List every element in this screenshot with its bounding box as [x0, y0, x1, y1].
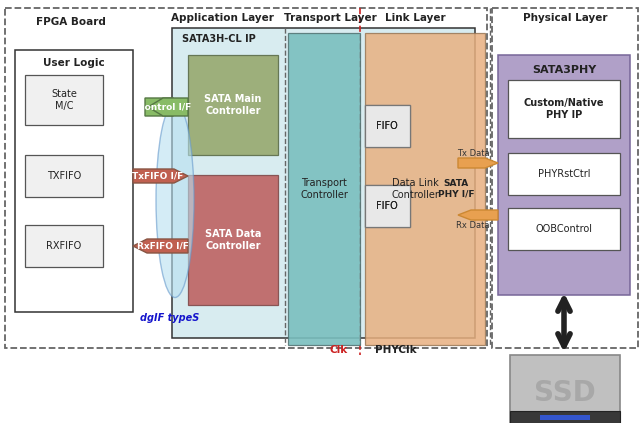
FancyArrow shape: [133, 239, 188, 253]
Text: Tx Data: Tx Data: [457, 148, 489, 157]
Bar: [508, 80, 620, 138]
Bar: [188, 175, 278, 305]
Text: Link Layer: Link Layer: [384, 13, 445, 23]
Text: PHYRstCtrl: PHYRstCtrl: [538, 169, 591, 179]
Bar: [510, 411, 620, 423]
Bar: [508, 208, 620, 250]
Bar: [510, 355, 620, 423]
Text: FIFO: FIFO: [376, 121, 398, 131]
Bar: [540, 415, 590, 420]
FancyArrow shape: [458, 158, 498, 168]
Text: SATA Main
Controller: SATA Main Controller: [204, 94, 261, 116]
Text: SATA3PHY: SATA3PHY: [532, 65, 596, 75]
FancyArrow shape: [145, 98, 185, 116]
Text: State
M/C: State M/C: [51, 89, 77, 111]
Text: RxFIFO I/F: RxFIFO I/F: [137, 242, 189, 250]
Text: Physical Layer: Physical Layer: [523, 13, 607, 23]
Text: SSD: SSD: [534, 379, 596, 407]
Text: Application Layer: Application Layer: [171, 13, 274, 23]
Text: Transport Layer: Transport Layer: [283, 13, 376, 23]
Text: TxFIFO I/F: TxFIFO I/F: [133, 171, 184, 181]
Bar: [365, 105, 410, 147]
Text: FPGA Board: FPGA Board: [36, 17, 106, 27]
Bar: [25, 155, 103, 197]
Bar: [15, 50, 133, 312]
FancyArrow shape: [458, 210, 498, 220]
FancyArrow shape: [148, 98, 188, 116]
Text: Clk: Clk: [330, 345, 348, 355]
Text: OOBControl: OOBControl: [536, 224, 592, 234]
Text: Rx Data: Rx Data: [456, 220, 489, 230]
Bar: [25, 75, 103, 125]
Bar: [188, 55, 278, 155]
Bar: [5, 8, 487, 348]
Bar: [508, 153, 620, 195]
Bar: [365, 185, 410, 227]
Bar: [172, 28, 475, 338]
Text: Custom/Native
PHY IP: Custom/Native PHY IP: [524, 98, 604, 120]
Bar: [492, 8, 638, 348]
Text: RXFIFO: RXFIFO: [46, 241, 82, 251]
Text: SATA3H-CL IP: SATA3H-CL IP: [182, 34, 256, 44]
Text: Data Link
Controller: Data Link Controller: [391, 178, 439, 200]
Text: Transport
Controller: Transport Controller: [300, 178, 348, 200]
Text: SATA Data
Controller: SATA Data Controller: [205, 229, 261, 251]
Text: FIFO: FIFO: [376, 201, 398, 211]
Text: dgIF typeS: dgIF typeS: [140, 313, 200, 323]
Bar: [365, 185, 410, 227]
FancyArrow shape: [133, 169, 188, 183]
Bar: [498, 55, 630, 295]
Ellipse shape: [156, 102, 194, 297]
Bar: [365, 105, 410, 147]
Text: FIFO: FIFO: [376, 121, 398, 131]
Text: PHYClk: PHYClk: [375, 345, 417, 355]
Bar: [288, 33, 360, 345]
Text: Control I/F: Control I/F: [138, 102, 192, 112]
Text: User Logic: User Logic: [43, 58, 105, 68]
Bar: [365, 33, 485, 345]
Text: FIFO: FIFO: [376, 201, 398, 211]
Text: TXFIFO: TXFIFO: [47, 171, 81, 181]
Text: SATA
PHY I/F: SATA PHY I/F: [438, 179, 474, 199]
Bar: [25, 225, 103, 267]
